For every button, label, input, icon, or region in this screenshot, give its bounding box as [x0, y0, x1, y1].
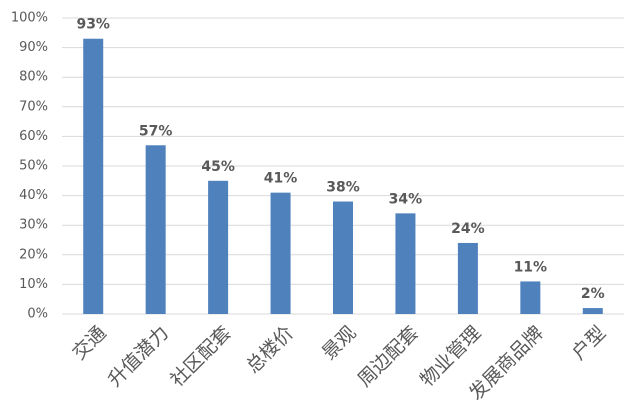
value-label: 11%: [514, 259, 548, 275]
y-tick-label: 60%: [19, 129, 48, 144]
bar: [83, 38, 104, 314]
bar: [582, 308, 603, 314]
value-label: 2%: [581, 286, 605, 302]
y-tick-label: 70%: [19, 99, 48, 114]
bar: [208, 180, 229, 314]
x-tick-label: 户型: [568, 322, 610, 364]
bar: [333, 201, 353, 314]
value-label: 34%: [389, 191, 423, 207]
value-label: 57%: [139, 123, 173, 139]
y-tick-label: 40%: [19, 188, 48, 203]
bar: [457, 242, 478, 314]
y-tick-label: 10%: [19, 277, 48, 292]
value-label: 38%: [326, 180, 360, 196]
x-tick-label: 景观: [318, 322, 360, 364]
y-tick-label: 0%: [27, 307, 48, 322]
y-tick-label: 80%: [19, 70, 48, 85]
bar: [145, 145, 166, 314]
x-tick-label: 社区配套: [166, 322, 235, 391]
bar: [520, 281, 541, 314]
bar: [270, 192, 291, 314]
y-tick-label: 90%: [19, 40, 48, 55]
x-tick-label: 总楼价: [242, 322, 298, 378]
x-tick-label: 交通: [68, 322, 110, 364]
value-label: 24%: [451, 221, 485, 237]
y-tick-label: 20%: [19, 247, 48, 262]
y-tick-label: 50%: [19, 159, 48, 174]
bar: [395, 213, 416, 314]
x-tick-label: 周边配套: [354, 322, 423, 391]
y-tick-label: 30%: [19, 218, 48, 233]
value-label: 45%: [201, 159, 235, 175]
value-label: 41%: [264, 171, 298, 187]
y-tick-label: 100%: [11, 11, 48, 26]
x-tick-label: 升值潜力: [104, 322, 173, 391]
value-label: 93%: [76, 17, 110, 33]
